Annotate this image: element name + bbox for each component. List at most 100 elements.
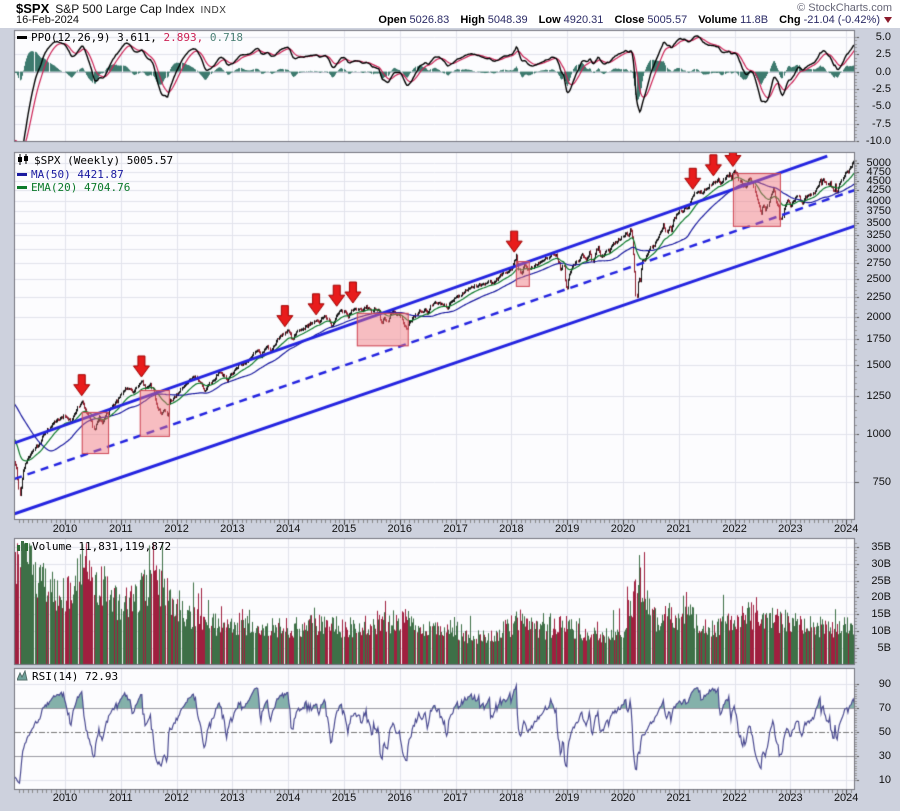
year-label: 2016 bbox=[387, 792, 413, 804]
volume-axis-label: 15B bbox=[871, 608, 891, 621]
price-axis-label: 2500 bbox=[866, 273, 891, 286]
year-label: 2014 bbox=[275, 523, 301, 535]
year-label: 2024 bbox=[833, 792, 859, 804]
exchange-label: INDX bbox=[200, 5, 227, 16]
symbol: $SPX bbox=[16, 1, 50, 16]
volume-legend: Volume 11,831,119,872 bbox=[17, 540, 171, 554]
volume-axis-label: 35B bbox=[871, 540, 891, 553]
close-value: 5005.57 bbox=[647, 14, 688, 26]
ppo-axis-label: 0.0 bbox=[875, 65, 891, 78]
price-axis-label: 4250 bbox=[866, 184, 891, 197]
year-label: 2010 bbox=[52, 523, 78, 535]
year-label: 2010 bbox=[52, 792, 78, 804]
year-label: 2015 bbox=[331, 523, 357, 535]
ppo-axis-label: 5.0 bbox=[875, 31, 891, 43]
volume-label: Volume bbox=[698, 14, 738, 26]
year-label: 2022 bbox=[722, 523, 747, 535]
high-value: 5048.39 bbox=[487, 14, 528, 26]
ppo-axis-label: -7.5 bbox=[872, 117, 891, 130]
volume-axis-label: 25B bbox=[871, 574, 891, 587]
volume-axis-label: 20B bbox=[871, 591, 891, 604]
rsi-axis-label: 10 bbox=[878, 774, 891, 786]
ema20-line-icon bbox=[17, 185, 27, 189]
price-axis-label: 3000 bbox=[866, 242, 891, 255]
open-value: 5026.83 bbox=[409, 14, 450, 26]
quote-row: Open 5026.83 High 5048.39 Low 4920.31 Close… bbox=[370, 14, 892, 26]
price-axis-label: 2250 bbox=[866, 291, 891, 304]
price-axis-label: 4500 bbox=[866, 174, 891, 187]
price-axis-label: 1750 bbox=[866, 333, 891, 346]
ppo-label: PPO(12,26,9) bbox=[31, 31, 111, 44]
year-label: 2017 bbox=[443, 523, 468, 535]
rsi-axis-label: 30 bbox=[878, 750, 891, 762]
ma50-line-icon bbox=[17, 172, 27, 176]
chg-dropdown-icon[interactable] bbox=[884, 17, 892, 23]
price-legend: $SPX (Weekly) 5005.57 bbox=[17, 154, 173, 168]
chg-value: -21.04 (-0.42%) bbox=[803, 14, 880, 26]
price-axis-label: 2000 bbox=[866, 311, 891, 323]
ppo-legend: PPO(12,26,9) 3.611, 2.893, 0.718 bbox=[17, 31, 243, 44]
ppo-signal-value: 2.893, bbox=[163, 31, 204, 44]
ma50-legend-text: MA(50) 4421.87 bbox=[31, 168, 124, 181]
year-label: 2016 bbox=[387, 523, 413, 535]
candlestick-icon bbox=[17, 154, 30, 168]
year-label: 2018 bbox=[499, 792, 524, 804]
volume-legend-text: Volume 11,831,119,872 bbox=[32, 540, 172, 553]
price-axis-label: 1500 bbox=[866, 359, 891, 372]
year-label: 2013 bbox=[220, 792, 245, 804]
year-label: 2017 bbox=[443, 792, 468, 804]
year-label: 2011 bbox=[108, 523, 133, 535]
year-label: 2012 bbox=[164, 523, 189, 535]
ppo-axis-label: -2.5 bbox=[872, 82, 891, 95]
open-label: Open bbox=[378, 14, 407, 26]
year-label: 2013 bbox=[220, 523, 245, 535]
ppo-axis-label: 2.5 bbox=[875, 48, 891, 61]
ppo-axis-label: -5.0 bbox=[872, 100, 891, 113]
volume-bars-icon bbox=[17, 540, 28, 554]
year-label: 2023 bbox=[778, 792, 803, 804]
ma50-legend: MA(50) 4421.87 bbox=[17, 168, 124, 181]
year-label: 2015 bbox=[331, 792, 357, 804]
copyright: © StockCharts.com bbox=[797, 2, 892, 14]
price-axis-label: 3250 bbox=[866, 229, 891, 242]
volume-axis-label: 5B bbox=[877, 642, 891, 655]
year-label: 2022 bbox=[722, 792, 747, 804]
price-axis-label: 2750 bbox=[866, 257, 891, 270]
rsi-legend-text: RSI(14) 72.93 bbox=[32, 670, 119, 683]
year-label: 2018 bbox=[499, 523, 524, 535]
ppo-line-icon bbox=[17, 35, 27, 39]
index-name: S&P 500 Large Cap Index bbox=[55, 2, 195, 16]
rsi-legend: RSI(14) 72.93 bbox=[16, 669, 119, 684]
year-label: 2024 bbox=[833, 523, 859, 535]
low-label: Low bbox=[538, 14, 561, 26]
price-axis-label: 3500 bbox=[866, 216, 891, 229]
year-label: 2023 bbox=[778, 523, 803, 535]
volume-axis-label: 30B bbox=[871, 557, 891, 570]
rsi-axis-label: 50 bbox=[878, 726, 891, 738]
rsi-axis-label: 90 bbox=[878, 678, 891, 690]
high-label: High bbox=[460, 14, 485, 26]
ppo-value: 3.611, bbox=[117, 31, 157, 44]
close-label: Close bbox=[614, 14, 645, 26]
price-axis-label: 4000 bbox=[866, 194, 891, 207]
chart-date: 16-Feb-2024 bbox=[16, 14, 79, 26]
price-axis-label: 3750 bbox=[866, 205, 891, 218]
low-value: 4920.31 bbox=[563, 14, 604, 26]
price-legend-text: $SPX (Weekly) 5005.57 bbox=[34, 154, 174, 167]
volume-value: 11.8B bbox=[740, 14, 769, 26]
ppo-hist-value: 0.718 bbox=[209, 31, 243, 44]
year-label: 2020 bbox=[610, 523, 636, 535]
year-label: 2019 bbox=[554, 792, 580, 804]
volume-axis-label: 10B bbox=[871, 625, 891, 638]
year-label: 2011 bbox=[108, 792, 133, 804]
rsi-axis-label: 70 bbox=[878, 702, 891, 714]
year-label: 2021 bbox=[666, 792, 692, 804]
ema20-legend: EMA(20) 4704.76 bbox=[17, 181, 130, 194]
year-label: 2014 bbox=[275, 792, 301, 804]
ema20-legend-text: EMA(20) 4704.76 bbox=[31, 181, 131, 194]
ppo-axis-label: -10.0 bbox=[865, 134, 891, 147]
year-label: 2021 bbox=[666, 523, 692, 535]
price-axis-label: 4750 bbox=[866, 165, 891, 178]
price-axis-label: 1000 bbox=[866, 427, 891, 440]
